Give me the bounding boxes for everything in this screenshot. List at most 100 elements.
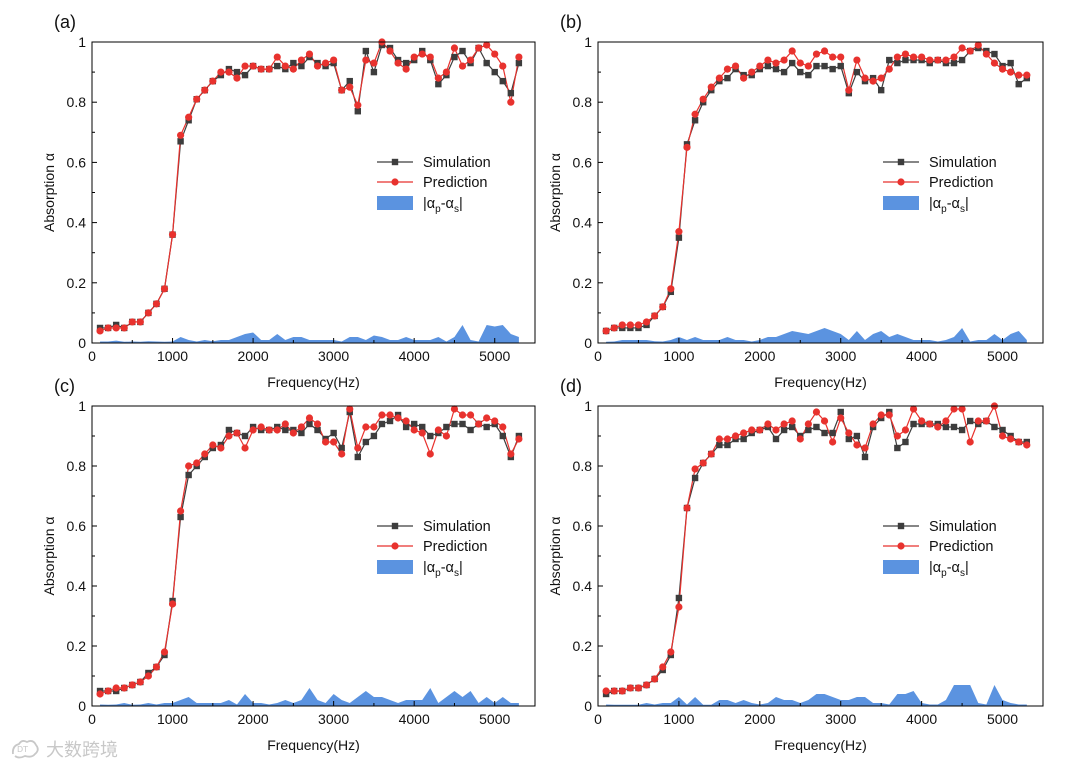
simulation-point xyxy=(507,89,515,97)
prediction-point xyxy=(305,50,314,58)
prediction-point xyxy=(918,417,926,425)
prediction-point xyxy=(177,507,185,515)
simulation-point xyxy=(378,420,386,428)
y-tick-label: 0.4 xyxy=(67,578,87,594)
simulation-point xyxy=(724,74,731,82)
prediction-point xyxy=(313,420,322,428)
prediction-point xyxy=(458,411,467,419)
simulation-point xyxy=(1007,59,1014,67)
simulation-point xyxy=(805,71,812,79)
prediction-point xyxy=(386,411,394,419)
prediction-point xyxy=(370,423,378,431)
prediction-point xyxy=(402,417,410,425)
x-tick-label: 5000 xyxy=(479,711,510,727)
prediction-point xyxy=(209,77,217,85)
prediction-point xyxy=(861,444,869,452)
panel-label-b: (b) xyxy=(560,12,582,32)
simulation-point xyxy=(837,62,844,70)
x-tick-label: 2000 xyxy=(238,711,269,727)
prediction-point xyxy=(950,405,958,413)
prediction-point xyxy=(338,86,346,94)
prediction-point xyxy=(289,65,297,73)
difference-area-d xyxy=(606,685,1027,706)
prediction-point xyxy=(185,113,193,121)
prediction-point xyxy=(136,318,144,326)
legend-simulation-label: Simulation xyxy=(929,519,997,535)
simulation-point xyxy=(772,65,780,73)
x-tick-label: 3000 xyxy=(825,348,856,364)
simulation-point xyxy=(950,59,958,67)
simulation-point xyxy=(829,65,836,73)
chart-panel-a: (a) 0 1000 2000 3000 4000 5000 0 0.2 0.4 0.6 0.8 1 Fr… xyxy=(41,12,536,390)
simulation-point xyxy=(362,47,370,55)
x-tick-label: 2000 xyxy=(238,348,269,364)
simulation-point xyxy=(241,71,249,79)
prediction-point xyxy=(966,438,974,446)
prediction-point xyxy=(966,47,974,55)
y-axis-label-b: Absorption α xyxy=(547,153,563,232)
prediction-point xyxy=(998,65,1007,73)
prediction-point xyxy=(642,681,651,689)
x-axis-label-a: Frequency(Hz) xyxy=(267,374,360,390)
y-tick-label: 0.6 xyxy=(67,518,87,534)
prediction-point xyxy=(354,101,362,109)
y-tick-label: 0.4 xyxy=(573,578,593,594)
prediction-point xyxy=(305,414,314,422)
prediction-point xyxy=(764,420,772,428)
simulation-point xyxy=(902,438,909,446)
x-tick-label: 2000 xyxy=(744,348,775,364)
prediction-point xyxy=(410,426,418,434)
prediction-point xyxy=(185,462,193,470)
prediction-point xyxy=(458,62,467,70)
prediction-point xyxy=(1007,435,1015,443)
y-tick-label: 0.2 xyxy=(67,275,87,291)
difference-area-b xyxy=(606,327,1027,343)
prediction-point xyxy=(168,231,177,239)
prediction-point xyxy=(748,68,756,76)
chart-panel-d: (d) 0 1000 2000 3000 4000 5000 0 0.2 0.4 0.6 0.8 1 Fr… xyxy=(547,376,1044,753)
prediction-point xyxy=(618,321,626,329)
prediction-point xyxy=(626,684,634,692)
prediction-point xyxy=(740,429,748,437)
prediction-point xyxy=(707,83,715,91)
simulation-point xyxy=(675,594,683,602)
prediction-point xyxy=(659,663,667,671)
simulation-point xyxy=(515,59,523,67)
prediction-point xyxy=(273,426,281,434)
prediction-point xyxy=(1023,71,1031,79)
x-tick-label: 1000 xyxy=(157,711,188,727)
prediction-point xyxy=(281,62,289,70)
prediction-point xyxy=(483,414,491,422)
prediction-point xyxy=(942,56,950,64)
prediction-point xyxy=(723,65,732,73)
simulation-point xyxy=(177,513,184,521)
prediction-point xyxy=(120,684,128,692)
y-axis-label-c: Absorption α xyxy=(41,517,57,596)
prediction-point xyxy=(297,423,306,431)
prediction-point xyxy=(297,56,306,64)
legend-prediction-label: Prediction xyxy=(423,539,487,555)
x-tick-label: 3000 xyxy=(825,711,856,727)
simulation-point xyxy=(724,441,731,449)
prediction-point xyxy=(990,59,999,67)
simulation-point xyxy=(274,62,281,70)
prediction-point xyxy=(602,327,610,335)
simulation-point xyxy=(306,420,313,428)
prediction-point xyxy=(796,59,804,67)
prediction-point xyxy=(764,56,772,64)
prediction-point xyxy=(426,450,434,458)
panel-label-a: (a) xyxy=(54,12,76,32)
legend-b: Simulation Prediction |αp-αs| xyxy=(883,155,997,215)
prediction-point xyxy=(707,450,715,458)
y-tick-label: 0.8 xyxy=(573,458,593,474)
simulation-point xyxy=(185,471,192,479)
simulation-point xyxy=(942,423,950,431)
simulation-point xyxy=(958,426,966,434)
prediction-point xyxy=(466,56,475,64)
x-axis-label-b: Frequency(Hz) xyxy=(774,374,867,390)
prediction-point xyxy=(144,309,152,317)
simulation-point xyxy=(1015,80,1022,88)
legend-simulation-marker xyxy=(897,522,905,530)
prediction-point xyxy=(249,426,257,434)
